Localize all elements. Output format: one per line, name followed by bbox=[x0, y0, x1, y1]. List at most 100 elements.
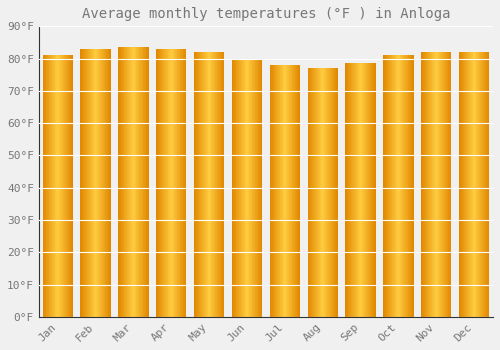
Bar bbox=[156, 49, 157, 317]
Bar bbox=[465, 52, 466, 317]
Bar bbox=[253, 58, 254, 317]
Bar bbox=[482, 52, 484, 317]
Bar bbox=[128, 47, 129, 317]
Bar bbox=[125, 47, 126, 317]
Bar bbox=[357, 63, 358, 317]
Bar bbox=[247, 58, 248, 317]
Bar bbox=[410, 55, 412, 317]
Bar bbox=[322, 68, 324, 317]
Bar bbox=[432, 52, 434, 317]
Bar bbox=[201, 52, 202, 317]
Bar bbox=[252, 58, 253, 317]
Bar bbox=[157, 49, 158, 317]
Bar bbox=[166, 49, 167, 317]
Bar bbox=[216, 52, 217, 317]
Bar bbox=[421, 52, 422, 317]
Bar bbox=[375, 63, 376, 317]
Bar bbox=[103, 49, 104, 317]
Bar bbox=[208, 52, 209, 317]
Bar bbox=[292, 65, 293, 317]
Bar bbox=[460, 52, 462, 317]
Bar bbox=[366, 63, 368, 317]
Bar bbox=[443, 52, 444, 317]
Bar bbox=[315, 68, 316, 317]
Bar bbox=[434, 52, 435, 317]
Bar bbox=[325, 68, 326, 317]
Bar bbox=[182, 49, 184, 317]
Bar bbox=[136, 47, 138, 317]
Bar bbox=[119, 47, 120, 317]
Bar bbox=[218, 52, 219, 317]
Bar bbox=[314, 68, 315, 317]
Bar bbox=[46, 55, 47, 317]
Bar bbox=[320, 68, 321, 317]
Bar bbox=[162, 49, 163, 317]
Bar bbox=[45, 55, 46, 317]
Bar bbox=[131, 47, 132, 317]
Bar bbox=[235, 58, 236, 317]
Bar bbox=[72, 55, 73, 317]
Bar bbox=[164, 49, 166, 317]
Bar bbox=[220, 52, 222, 317]
Bar bbox=[159, 49, 160, 317]
Bar bbox=[384, 55, 385, 317]
Bar bbox=[422, 52, 424, 317]
Bar bbox=[96, 49, 97, 317]
Bar bbox=[158, 49, 159, 317]
Bar bbox=[294, 65, 296, 317]
Bar bbox=[391, 55, 392, 317]
Bar bbox=[326, 68, 328, 317]
Bar bbox=[68, 55, 69, 317]
Bar bbox=[412, 55, 413, 317]
Bar bbox=[405, 55, 406, 317]
Bar bbox=[436, 52, 437, 317]
Bar bbox=[369, 63, 370, 317]
Bar bbox=[146, 47, 147, 317]
Bar bbox=[102, 49, 103, 317]
Bar bbox=[272, 65, 273, 317]
Bar bbox=[238, 58, 240, 317]
Bar bbox=[481, 52, 482, 317]
Bar bbox=[204, 52, 206, 317]
Bar bbox=[475, 52, 476, 317]
Bar bbox=[196, 52, 197, 317]
Bar bbox=[203, 52, 204, 317]
Bar bbox=[354, 63, 356, 317]
Bar bbox=[348, 63, 349, 317]
Bar bbox=[362, 63, 363, 317]
Bar bbox=[450, 52, 452, 317]
Bar bbox=[332, 68, 334, 317]
Bar bbox=[234, 58, 235, 317]
Bar bbox=[67, 55, 68, 317]
Bar bbox=[486, 52, 487, 317]
Bar bbox=[100, 49, 101, 317]
Bar bbox=[299, 65, 300, 317]
Bar bbox=[123, 47, 124, 317]
Bar bbox=[174, 49, 175, 317]
Bar bbox=[106, 49, 107, 317]
Bar bbox=[81, 49, 82, 317]
Bar bbox=[243, 58, 244, 317]
Bar bbox=[173, 49, 174, 317]
Bar bbox=[250, 58, 251, 317]
Bar bbox=[424, 52, 425, 317]
Bar bbox=[409, 55, 410, 317]
Bar bbox=[141, 47, 142, 317]
Bar bbox=[232, 58, 234, 317]
Bar bbox=[324, 68, 325, 317]
Bar bbox=[471, 52, 472, 317]
Bar bbox=[194, 52, 195, 317]
Bar bbox=[466, 52, 468, 317]
Bar bbox=[52, 55, 53, 317]
Bar bbox=[59, 55, 60, 317]
Bar bbox=[215, 52, 216, 317]
Bar bbox=[223, 52, 224, 317]
Bar bbox=[270, 65, 272, 317]
Bar bbox=[80, 49, 81, 317]
Bar bbox=[51, 55, 52, 317]
Bar bbox=[404, 55, 406, 317]
Bar bbox=[370, 63, 371, 317]
Bar bbox=[360, 63, 362, 317]
Bar bbox=[402, 55, 403, 317]
Bar bbox=[108, 49, 110, 317]
